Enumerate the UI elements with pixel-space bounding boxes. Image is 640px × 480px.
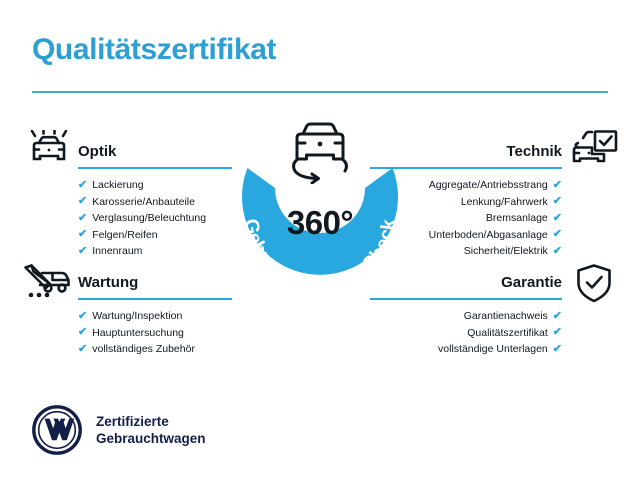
car-headlights-icon <box>26 127 72 179</box>
list-item-label: Aggregate/Antriebsstrang <box>428 179 548 191</box>
shield-check-icon <box>576 264 612 311</box>
checklist-optik: ✔ Lackierung ✔ Karosserie/Anbauteile ✔ Verg… <box>78 177 206 260</box>
badge-ring: Gebrauchtwagen-Check <box>240 168 400 296</box>
list-item-label: Bremsanlage <box>485 212 548 224</box>
list-item-label: Karosserie/Anbauteile <box>92 195 195 208</box>
car-service-tools-icon <box>22 264 72 313</box>
check-icon: ✔ <box>552 309 562 322</box>
section-garantie: Garantie Garantienachweis ✔ Qualitätszert… <box>320 262 640 362</box>
list-item-label: Sicherheit/Elektrik <box>463 245 548 257</box>
section-divider-wartung <box>78 298 232 300</box>
list-item: ✔ Wartung/Inspektion <box>78 308 195 325</box>
check-icon: ✔ <box>78 326 88 339</box>
footer-line-1: Zertifizierte <box>96 414 169 429</box>
list-item-label: Qualitätszertifikat <box>467 326 548 339</box>
list-item: Bremsanlage ✔ <box>429 210 562 227</box>
section-divider-garantie <box>370 298 562 300</box>
list-item: Qualitätszertifikat ✔ <box>438 325 562 342</box>
list-item-label: Garantienachweis <box>463 310 548 322</box>
section-divider-optik <box>78 167 232 169</box>
list-item: Garantienachweis ✔ <box>438 308 562 325</box>
check-icon: ✔ <box>78 309 88 322</box>
list-item: ✔ Innenraum <box>78 243 206 260</box>
volkswagen-logo <box>32 405 82 455</box>
list-item: Aggregate/Antriebsstrang ✔ <box>429 177 562 194</box>
page-title: Qualitätszertifikat <box>32 33 277 66</box>
section-optik: Optik ✔ Lackierung ✔ Karosserie/Anbauteile… <box>0 125 320 257</box>
check-icon: ✔ <box>78 211 88 224</box>
check-icon: ✔ <box>78 342 88 355</box>
list-item: Lenkung/Fahrwerk ✔ <box>429 194 562 211</box>
header-divider <box>32 91 608 93</box>
check-icon: ✔ <box>552 326 562 339</box>
section-heading-wartung: Wartung <box>78 274 139 291</box>
list-item: ✔ Verglasung/Beleuchtung <box>78 210 206 227</box>
check-icon: ✔ <box>552 244 562 257</box>
list-item: Unterboden/Abgasanlage ✔ <box>429 227 562 244</box>
footer-brand-text: Zertifizierte Gebrauchtwagen <box>96 413 206 447</box>
car-rotation-icon <box>284 114 356 189</box>
list-item-label: vollständige Unterlagen <box>438 343 548 355</box>
check-icon: ✔ <box>552 228 562 241</box>
section-heading-optik: Optik <box>78 143 117 160</box>
check-icon: ✔ <box>552 342 562 355</box>
section-divider-technik <box>370 167 562 169</box>
list-item-label: Verglasung/Beleuchtung <box>92 212 207 224</box>
section-technik: Technik Aggregate/Antriebsstrang ✔ Lenkun… <box>320 125 640 257</box>
footer-line-2: Gebrauchtwagen <box>96 431 206 446</box>
checklist-technik: Aggregate/Antriebsstrang ✔ Lenkung/Fahrwe… <box>429 177 562 260</box>
checklist-garantie: Garantienachweis ✔ Qualitätszertifikat ✔ v… <box>438 308 562 358</box>
check-icon: ✔ <box>552 211 562 224</box>
list-item: ✔ Hauptuntersuchung <box>78 325 195 342</box>
list-item: ✔ vollständiges Zubehör <box>78 341 195 358</box>
checklist-wartung: ✔ Wartung/Inspektion ✔ Hauptuntersuchung ✔… <box>78 308 195 358</box>
list-item-label: Unterboden/Abgasanlage <box>428 228 548 241</box>
footer-brand: Zertifizierte Gebrauchtwagen <box>32 405 206 455</box>
list-item: ✔ Lackierung <box>78 177 206 194</box>
list-item: ✔ Felgen/Reifen <box>78 227 206 244</box>
list-item-label: vollständiges Zubehör <box>92 343 195 355</box>
check-icon: ✔ <box>78 228 88 241</box>
check-icon: ✔ <box>78 178 88 191</box>
check-icon: ✔ <box>552 178 562 191</box>
360-check-badge: Gebrauchtwagen-Check 360° <box>222 112 418 312</box>
badge-degrees: 360° <box>286 204 354 241</box>
section-wartung: Wartung ✔ Wartung/Inspektion ✔ Hauptunters… <box>0 262 320 362</box>
list-item-label: Innenraum <box>92 245 143 257</box>
list-item-label: Felgen/Reifen <box>92 228 158 241</box>
section-heading-technik: Technik <box>506 143 562 160</box>
list-item-label: Hauptuntersuchung <box>92 326 184 339</box>
check-icon: ✔ <box>78 195 88 208</box>
check-icon: ✔ <box>78 244 88 257</box>
list-item: Sicherheit/Elektrik ✔ <box>429 243 562 260</box>
list-item: ✔ Karosserie/Anbauteile <box>78 194 206 211</box>
list-item-label: Wartung/Inspektion <box>92 310 183 322</box>
section-heading-garantie: Garantie <box>501 274 562 291</box>
car-checkbox-icon <box>570 130 618 179</box>
check-icon: ✔ <box>552 195 562 208</box>
list-item: vollständige Unterlagen ✔ <box>438 341 562 358</box>
list-item-label: Lackierung <box>92 179 144 191</box>
list-item-label: Lenkung/Fahrwerk <box>460 195 548 208</box>
